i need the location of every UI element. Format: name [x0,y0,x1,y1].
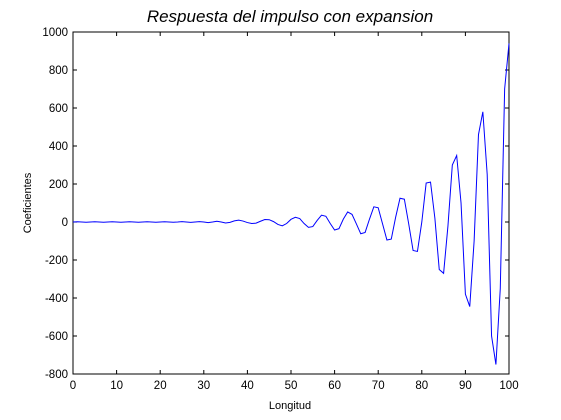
y-tick-label: -200 [45,255,68,267]
y-tick-label: -800 [45,369,68,381]
y-tick-label: -600 [45,331,68,343]
x-tick-label: 30 [197,380,210,392]
plot-frame [72,31,510,375]
y-tick-label: 1000 [42,27,68,39]
x-tick-label: 60 [328,380,341,392]
x-tick-label: 80 [415,380,428,392]
x-tick-label: 20 [154,380,167,392]
y-tick-label: 0 [62,217,68,229]
x-tick-label: 70 [372,380,385,392]
x-tick-label: 0 [70,380,76,392]
x-tick-label: 10 [110,380,123,392]
x-tick-label: 40 [241,380,254,392]
y-tick-label: -400 [45,293,68,305]
x-axis-label: Longitud [269,400,311,412]
y-axis-label: Coeficientes [22,172,34,233]
plot-area: 0 10 20 30 40 50 60 70 80 90 100 -800 -600 -400 -200 0 2… [42,27,518,392]
y-tick-label: 800 [49,65,68,77]
series-line [72,43,510,365]
y-tick-label: 400 [49,141,68,153]
x-tick-label: 50 [285,380,298,392]
x-tick-label: 100 [499,380,518,392]
x-tick-label: 90 [459,380,472,392]
chart-title: Respuesta del impulso con expansion [147,7,433,26]
y-tick-label: 600 [49,103,68,115]
y-tick-label: 200 [49,179,68,191]
